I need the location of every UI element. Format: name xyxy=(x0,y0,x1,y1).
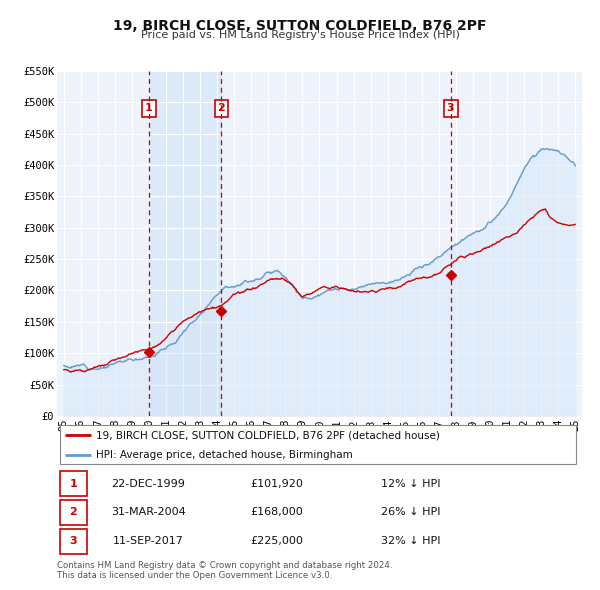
Text: 26% ↓ HPI: 26% ↓ HPI xyxy=(380,507,440,517)
Text: 12% ↓ HPI: 12% ↓ HPI xyxy=(380,478,440,489)
Text: 11-SEP-2017: 11-SEP-2017 xyxy=(113,536,184,546)
FancyBboxPatch shape xyxy=(59,471,87,496)
Text: 19, BIRCH CLOSE, SUTTON COLDFIELD, B76 2PF (detached house): 19, BIRCH CLOSE, SUTTON COLDFIELD, B76 2… xyxy=(96,430,440,440)
Text: HPI: Average price, detached house, Birmingham: HPI: Average price, detached house, Birm… xyxy=(96,450,353,460)
Text: £168,000: £168,000 xyxy=(250,507,302,517)
Text: Contains HM Land Registry data © Crown copyright and database right 2024.
This d: Contains HM Land Registry data © Crown c… xyxy=(57,560,392,580)
Text: 31-MAR-2004: 31-MAR-2004 xyxy=(111,507,186,517)
Text: 2: 2 xyxy=(218,103,226,113)
Text: 3: 3 xyxy=(70,536,77,546)
Text: Price paid vs. HM Land Registry's House Price Index (HPI): Price paid vs. HM Land Registry's House … xyxy=(140,30,460,40)
FancyBboxPatch shape xyxy=(59,500,87,525)
Text: 32% ↓ HPI: 32% ↓ HPI xyxy=(380,536,440,546)
Text: 22-DEC-1999: 22-DEC-1999 xyxy=(112,478,185,489)
Text: 1: 1 xyxy=(145,103,152,113)
Bar xyxy=(149,71,221,416)
FancyBboxPatch shape xyxy=(59,425,577,464)
FancyBboxPatch shape xyxy=(59,529,87,553)
Text: 2: 2 xyxy=(70,507,77,517)
Text: 3: 3 xyxy=(447,103,454,113)
Text: £225,000: £225,000 xyxy=(250,536,302,546)
Text: 19, BIRCH CLOSE, SUTTON COLDFIELD, B76 2PF: 19, BIRCH CLOSE, SUTTON COLDFIELD, B76 2… xyxy=(113,19,487,33)
Text: 1: 1 xyxy=(70,478,77,489)
Text: £101,920: £101,920 xyxy=(250,478,302,489)
